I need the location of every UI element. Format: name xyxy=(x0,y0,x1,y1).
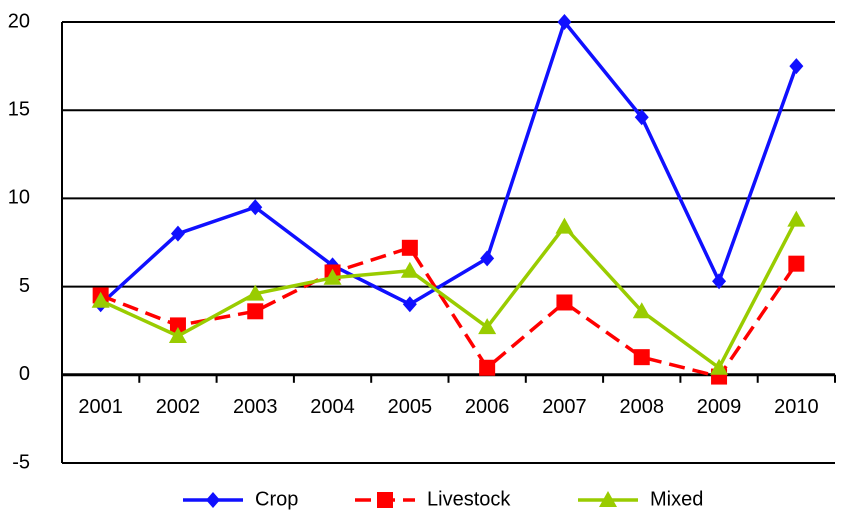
data-point xyxy=(788,255,805,272)
y-tick-label: 0 xyxy=(19,363,30,385)
data-point xyxy=(168,326,187,343)
data-point xyxy=(556,294,573,311)
data-point xyxy=(480,250,495,267)
data-point xyxy=(169,317,186,334)
data-point xyxy=(323,268,342,285)
data-point xyxy=(634,109,649,126)
data-point xyxy=(632,302,651,319)
data-point xyxy=(787,210,806,227)
x-tick-label: 2003 xyxy=(233,396,278,418)
data-point xyxy=(170,225,185,242)
x-tick-label: 2002 xyxy=(156,396,201,418)
x-tick-label: 2001 xyxy=(78,396,123,418)
x-tick-label: 2010 xyxy=(774,396,819,418)
data-point xyxy=(710,358,729,375)
data-point xyxy=(557,14,572,30)
data-point xyxy=(633,349,650,366)
data-point xyxy=(246,284,265,301)
legend-label: Mixed xyxy=(650,488,703,510)
x-tick-label: 2006 xyxy=(465,396,510,418)
data-point xyxy=(400,261,419,278)
data-point xyxy=(478,318,497,335)
series-line xyxy=(99,218,798,370)
x-tick-label: 2004 xyxy=(310,396,355,418)
y-tick-label: 15 xyxy=(8,98,30,120)
y-tick-label: 5 xyxy=(19,275,30,297)
series-line xyxy=(100,246,798,379)
x-tick-label: 2009 xyxy=(697,396,742,418)
legend-marker xyxy=(377,492,393,508)
legend-marker xyxy=(206,492,220,508)
series-line xyxy=(99,20,798,306)
data-point xyxy=(789,58,804,75)
data-point xyxy=(479,359,496,376)
y-tick-label: 20 xyxy=(8,10,30,32)
x-tick-label: 2007 xyxy=(542,396,587,418)
x-tick-label: 2005 xyxy=(388,396,433,418)
legend-label: Livestock xyxy=(427,488,511,510)
legend-label: Crop xyxy=(255,488,298,510)
data-point xyxy=(91,291,110,308)
data-point xyxy=(555,217,574,234)
y-tick-label: -5 xyxy=(12,451,30,473)
x-tick-label: 2008 xyxy=(620,396,665,418)
data-point xyxy=(248,199,263,216)
data-point xyxy=(712,273,727,290)
data-point xyxy=(402,296,417,313)
y-tick-label: 10 xyxy=(8,187,30,209)
data-point xyxy=(247,303,264,320)
data-point xyxy=(401,239,418,256)
legend-marker xyxy=(599,491,617,507)
